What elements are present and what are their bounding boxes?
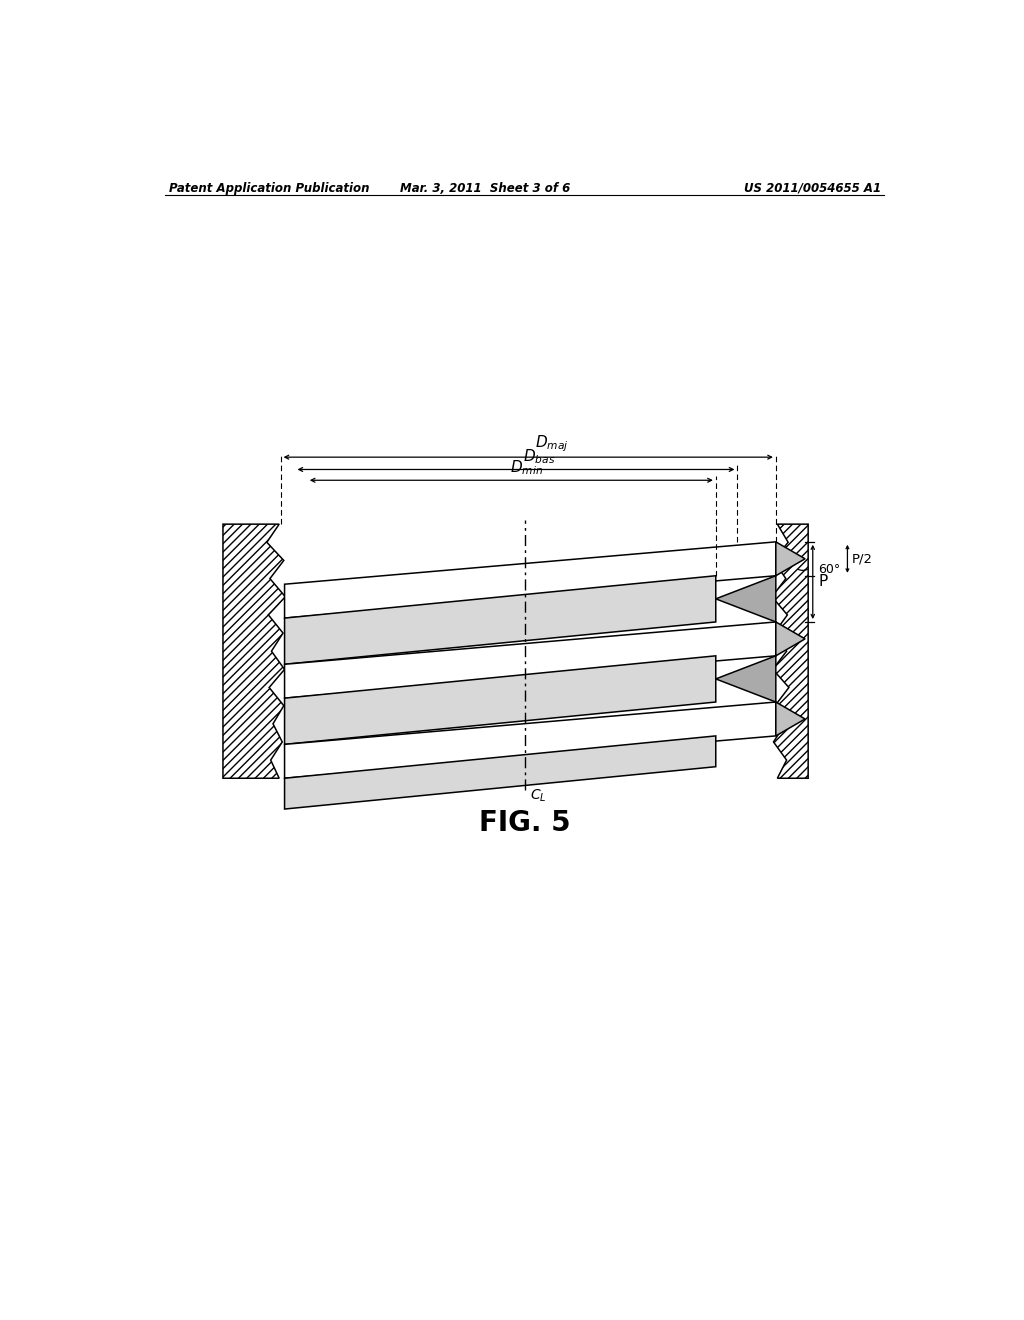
Polygon shape [776, 622, 805, 656]
Text: FIG. 5: FIG. 5 [479, 809, 570, 837]
Text: US 2011/0054655 A1: US 2011/0054655 A1 [744, 182, 882, 194]
Polygon shape [285, 702, 776, 779]
Text: $C_L$: $C_L$ [530, 788, 547, 804]
Polygon shape [716, 576, 776, 622]
Text: P: P [818, 574, 827, 590]
Polygon shape [776, 543, 805, 576]
Text: $D_{bas}$: $D_{bas}$ [523, 447, 555, 466]
Text: Mar. 3, 2011  Sheet 3 of 6: Mar. 3, 2011 Sheet 3 of 6 [399, 182, 570, 194]
Polygon shape [223, 524, 286, 779]
Polygon shape [285, 622, 776, 698]
Polygon shape [285, 737, 716, 809]
Polygon shape [285, 543, 776, 618]
Polygon shape [716, 656, 776, 702]
Text: 60°: 60° [818, 562, 841, 576]
Polygon shape [285, 576, 716, 664]
Text: $D_{maj}$: $D_{maj}$ [535, 433, 568, 454]
Polygon shape [772, 524, 808, 779]
Text: $D_{min}$: $D_{min}$ [510, 458, 544, 478]
Polygon shape [776, 702, 805, 737]
Text: P/2: P/2 [851, 552, 872, 565]
Text: Patent Application Publication: Patent Application Publication [169, 182, 370, 194]
Polygon shape [285, 656, 716, 744]
